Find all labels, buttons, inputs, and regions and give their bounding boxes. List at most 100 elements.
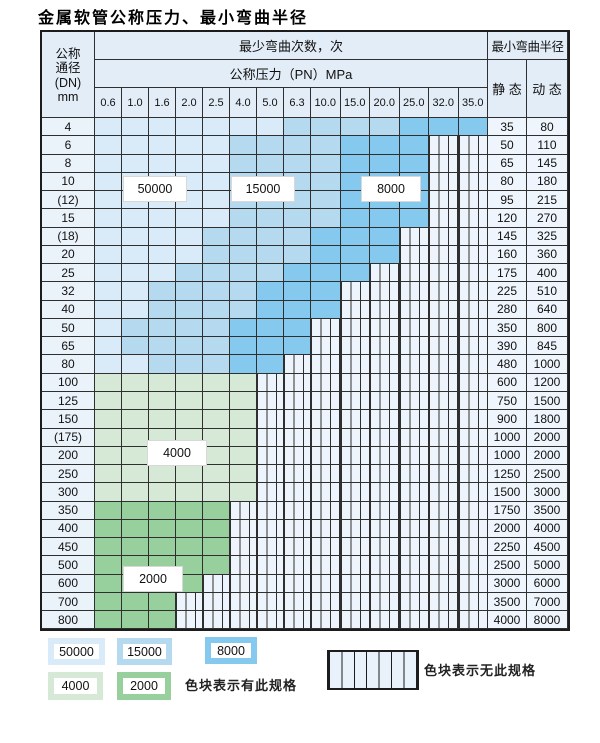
spec-unavailable-cell (458, 483, 488, 502)
spec-unavailable-cell (399, 428, 429, 447)
row-dn-label: 6 (42, 136, 95, 155)
spec-unavailable-cell (370, 373, 400, 392)
spec-unavailable-cell (311, 465, 341, 484)
spec-unavailable-cell (429, 373, 459, 392)
spec-available-cell (149, 373, 176, 392)
spec-available-cell (203, 172, 230, 192)
spec-unavailable-cell (458, 611, 488, 630)
spec-unavailable-cell (429, 245, 459, 265)
spec-available-cell (122, 245, 149, 265)
spec-available-cell (149, 227, 176, 246)
spec-unavailable-cell (257, 501, 284, 520)
spec-available-cell (458, 118, 488, 137)
spec-unavailable-cell (399, 592, 429, 612)
static-radius-value: 600 (488, 373, 527, 392)
row-dn-label: 50 (42, 318, 95, 338)
spec-available-cell (203, 154, 230, 173)
spec-unavailable-cell (429, 428, 459, 447)
spec-unavailable-cell (176, 592, 203, 612)
spec-available-cell (95, 556, 122, 575)
dynamic-radius-value: 3500 (527, 501, 568, 520)
spec-unavailable-cell (429, 519, 459, 539)
spec-unavailable-cell (370, 318, 400, 338)
spec-unavailable-cell (340, 300, 370, 319)
spec-available-cell (149, 501, 176, 520)
spec-available-cell (284, 318, 311, 338)
spec-available-cell (122, 209, 149, 228)
spec-unavailable-cell (370, 300, 400, 319)
spec-available-cell (311, 191, 341, 210)
row-dn-label: 25 (42, 264, 95, 283)
spec-available-cell (370, 136, 400, 155)
spec-unavailable-cell (399, 410, 429, 429)
spec-available-cell (257, 318, 284, 338)
spec-available-cell (203, 355, 230, 374)
spec-unavailable-cell (340, 355, 370, 374)
row-dn-label: 100 (42, 373, 95, 392)
header-pressure-tick: 4.0 (230, 88, 257, 118)
spec-unavailable-cell (340, 446, 370, 466)
dynamic-radius-value: 800 (527, 318, 568, 338)
spec-available-cell (257, 264, 284, 283)
spec-available-cell (95, 519, 122, 539)
spec-unavailable-cell (458, 282, 488, 301)
spec-available-cell (95, 574, 122, 593)
spec-unavailable-cell (429, 337, 459, 356)
spec-unavailable-cell (429, 154, 459, 173)
spec-available-cell (122, 410, 149, 429)
spec-available-cell (284, 227, 311, 246)
spec-available-cell (122, 592, 149, 612)
spec-unavailable-cell (340, 538, 370, 557)
spec-available-cell (176, 373, 203, 392)
static-radius-value: 175 (488, 264, 527, 283)
dynamic-radius-value: 510 (527, 282, 568, 301)
spec-unavailable-cell (429, 574, 459, 593)
static-radius-value: 35 (488, 118, 527, 137)
spec-unavailable-cell (230, 556, 257, 575)
spec-available-cell (149, 391, 176, 411)
bend-cycle-band-label: 15000 (231, 176, 295, 202)
spec-unavailable-cell (370, 592, 400, 612)
header-bend-radius: 最小弯曲半径 (488, 32, 568, 60)
spec-available-cell (203, 282, 230, 301)
row-dn-label: 65 (42, 337, 95, 356)
spec-unavailable-cell (370, 519, 400, 539)
spec-available-cell (176, 483, 203, 502)
spec-available-cell (122, 611, 149, 630)
spec-available-cell (122, 227, 149, 246)
spec-unavailable-cell (458, 556, 488, 575)
legend-swatch-label: 50000 (54, 644, 99, 659)
spec-unavailable-cell (284, 373, 311, 392)
static-radius-value: 3500 (488, 592, 527, 612)
spec-available-cell (95, 355, 122, 374)
spec-unavailable-cell (458, 501, 488, 520)
static-radius-value: 350 (488, 318, 527, 338)
header-pressure-tick: 2.5 (203, 88, 230, 118)
spec-available-cell (149, 465, 176, 484)
spec-available-cell (230, 373, 257, 392)
spec-available-cell (122, 318, 149, 338)
spec-available-cell (257, 136, 284, 155)
spec-unavailable-cell (340, 318, 370, 338)
spec-available-cell (203, 483, 230, 502)
dynamic-radius-value: 360 (527, 245, 568, 265)
spec-unavailable-cell (429, 611, 459, 630)
static-radius-value: 750 (488, 391, 527, 411)
spec-available-cell (230, 154, 257, 173)
spec-available-cell (122, 538, 149, 557)
spec-available-cell (95, 209, 122, 228)
spec-unavailable-cell (429, 209, 459, 228)
spec-unavailable-cell (176, 611, 203, 630)
spec-available-cell (203, 428, 230, 447)
spec-unavailable-cell (399, 227, 429, 246)
spec-available-cell (311, 118, 341, 137)
spec-unavailable-cell (399, 538, 429, 557)
spec-unavailable-cell (429, 227, 459, 246)
page-title: 金属软管公称压力、最小弯曲半径 (38, 10, 309, 27)
dynamic-radius-value: 400 (527, 264, 568, 283)
spec-unavailable-cell (399, 355, 429, 374)
spec-unavailable-cell (257, 391, 284, 411)
row-dn-label: 8 (42, 154, 95, 173)
spec-unavailable-cell (284, 574, 311, 593)
spec-unavailable-cell (429, 264, 459, 283)
